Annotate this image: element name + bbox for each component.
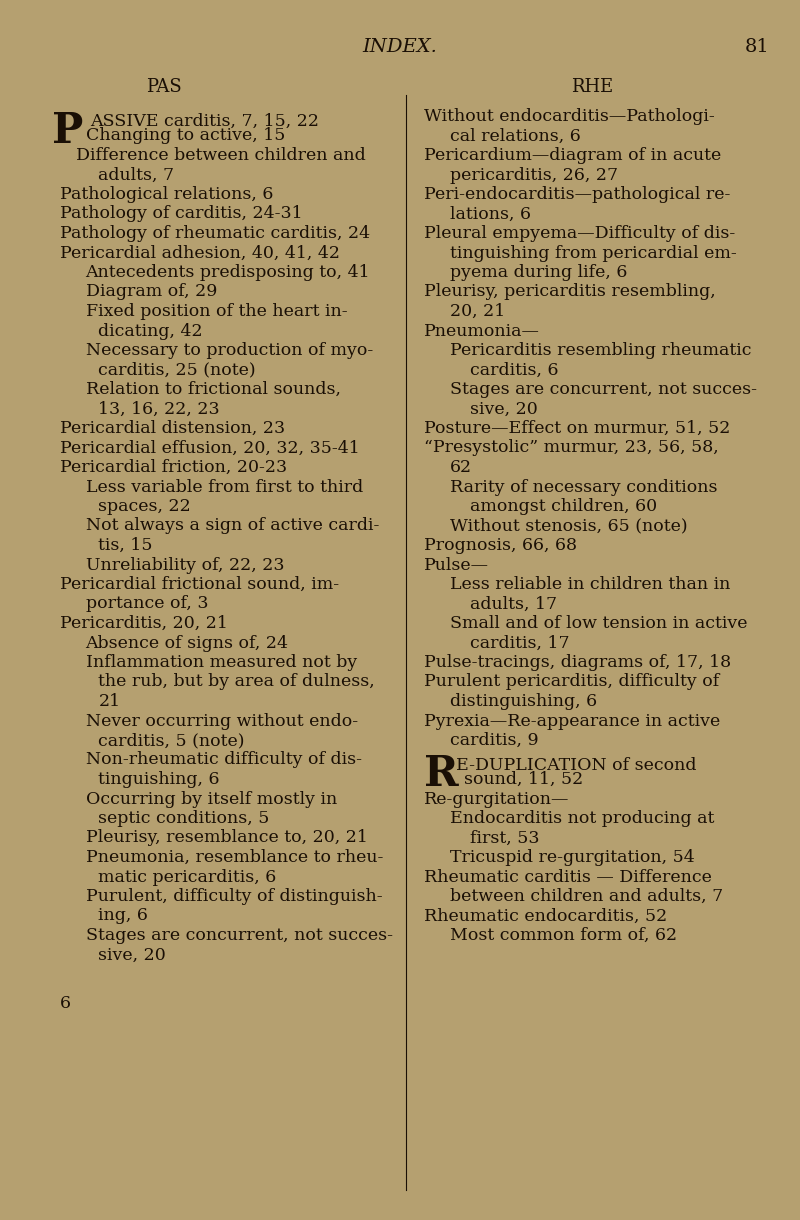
Text: 21: 21 [98, 693, 121, 710]
Text: amongst children, 60: amongst children, 60 [470, 498, 658, 515]
Text: Diagram of, 29: Diagram of, 29 [86, 283, 217, 300]
Text: tinguishing from pericardial em-: tinguishing from pericardial em- [450, 244, 736, 261]
Text: between children and adults, 7: between children and adults, 7 [450, 888, 723, 905]
Text: carditis, 17: carditis, 17 [470, 634, 570, 651]
Text: sound, 11, 52: sound, 11, 52 [464, 771, 583, 788]
Text: Pleural empyema—Difficulty of dis-: Pleural empyema—Difficulty of dis- [424, 224, 735, 242]
Text: Less variable from first to third: Less variable from first to third [86, 478, 363, 495]
Text: septic conditions, 5: septic conditions, 5 [98, 810, 270, 827]
Text: E-DUPLICATION of second: E-DUPLICATION of second [456, 756, 697, 773]
Text: carditis, 6: carditis, 6 [470, 361, 559, 378]
Text: 6: 6 [60, 996, 71, 1013]
Text: matic pericarditis, 6: matic pericarditis, 6 [98, 869, 277, 886]
Text: Small and of low tension in active: Small and of low tension in active [450, 615, 747, 632]
Text: Stages are concurrent, not succes-: Stages are concurrent, not succes- [450, 381, 757, 398]
Text: Necessary to production of myo-: Necessary to production of myo- [86, 342, 373, 359]
Text: Antecedents predisposing to, 41: Antecedents predisposing to, 41 [86, 264, 370, 281]
Text: Pulse-tracings, diagrams of, 17, 18: Pulse-tracings, diagrams of, 17, 18 [424, 654, 731, 671]
Text: adults, 7: adults, 7 [98, 166, 174, 183]
Text: 20, 21: 20, 21 [450, 303, 505, 320]
Text: Pericardial friction, 20-23: Pericardial friction, 20-23 [60, 459, 287, 476]
Text: Less reliable in children than in: Less reliable in children than in [450, 576, 730, 593]
Text: Tricuspid re-gurgitation, 54: Tricuspid re-gurgitation, 54 [450, 849, 694, 866]
Text: P: P [52, 110, 83, 152]
Text: sive, 20: sive, 20 [470, 400, 538, 417]
Text: Pyrexia—Re-appearance in active: Pyrexia—Re-appearance in active [424, 712, 720, 730]
Text: carditis, 25 (note): carditis, 25 (note) [98, 361, 256, 378]
Text: Stages are concurrent, not succes-: Stages are concurrent, not succes- [86, 927, 393, 944]
Text: Unreliability of, 22, 23: Unreliability of, 22, 23 [86, 556, 284, 573]
Text: Changing to active, 15: Changing to active, 15 [86, 128, 285, 144]
Text: Pleurisy, resemblance to, 20, 21: Pleurisy, resemblance to, 20, 21 [86, 830, 367, 847]
Text: Without endocarditis—Pathologi-: Without endocarditis—Pathologi- [424, 109, 714, 124]
Text: portance of, 3: portance of, 3 [86, 595, 208, 612]
Text: tis, 15: tis, 15 [98, 537, 153, 554]
Text: spaces, 22: spaces, 22 [98, 498, 191, 515]
Text: lations, 6: lations, 6 [450, 205, 530, 222]
Text: Pneumonia—: Pneumonia— [424, 322, 540, 339]
Text: 62: 62 [450, 459, 472, 476]
Text: Inflammation measured not by: Inflammation measured not by [86, 654, 357, 671]
Text: Posture—Effect on murmur, 51, 52: Posture—Effect on murmur, 51, 52 [424, 420, 730, 437]
Text: Pleurisy, pericarditis resembling,: Pleurisy, pericarditis resembling, [424, 283, 716, 300]
Text: ing, 6: ing, 6 [98, 908, 148, 925]
Text: tinguishing, 6: tinguishing, 6 [98, 771, 220, 788]
Text: Non-rheumatic difficulty of dis-: Non-rheumatic difficulty of dis- [86, 752, 362, 769]
Text: Not always a sign of active cardi-: Not always a sign of active cardi- [86, 517, 379, 534]
Text: Pericarditis resembling rheumatic: Pericarditis resembling rheumatic [450, 342, 751, 359]
Text: Pericardial adhesion, 40, 41, 42: Pericardial adhesion, 40, 41, 42 [60, 244, 340, 261]
Text: pyema during life, 6: pyema during life, 6 [450, 264, 627, 281]
Text: RHE: RHE [571, 78, 613, 96]
Text: Relation to frictional sounds,: Relation to frictional sounds, [86, 381, 341, 398]
Text: Without stenosis, 65 (note): Without stenosis, 65 (note) [450, 517, 687, 534]
Text: 81: 81 [746, 38, 770, 56]
Text: Occurring by itself mostly in: Occurring by itself mostly in [86, 791, 337, 808]
Text: cal relations, 6: cal relations, 6 [450, 128, 580, 144]
Text: Difference between children and: Difference between children and [76, 146, 366, 163]
Text: Never occurring without endo-: Never occurring without endo- [86, 712, 358, 730]
Text: Most common form of, 62: Most common form of, 62 [450, 927, 677, 944]
Text: distinguishing, 6: distinguishing, 6 [450, 693, 597, 710]
Text: Pericardial frictional sound, im-: Pericardial frictional sound, im- [60, 576, 339, 593]
Text: Endocarditis not producing at: Endocarditis not producing at [450, 810, 714, 827]
Text: Rheumatic endocarditis, 52: Rheumatic endocarditis, 52 [424, 908, 667, 925]
Text: the rub, but by area of dulness,: the rub, but by area of dulness, [98, 673, 375, 691]
Text: Pericardium—diagram of in acute: Pericardium—diagram of in acute [424, 146, 722, 163]
Text: INDEX.: INDEX. [362, 38, 438, 56]
Text: R: R [424, 754, 458, 795]
Text: carditis, 5 (note): carditis, 5 (note) [98, 732, 245, 749]
Text: 13, 16, 22, 23: 13, 16, 22, 23 [98, 400, 220, 417]
Text: Rheumatic carditis — Difference: Rheumatic carditis — Difference [424, 869, 712, 886]
Text: ASSIVE carditis, 7, 15, 22: ASSIVE carditis, 7, 15, 22 [90, 113, 319, 131]
Text: Purulent pericarditis, difficulty of: Purulent pericarditis, difficulty of [424, 673, 719, 691]
Text: first, 53: first, 53 [470, 830, 540, 847]
Text: “Presystolic” murmur, 23, 56, 58,: “Presystolic” murmur, 23, 56, 58, [424, 439, 718, 456]
Text: PAS: PAS [146, 78, 182, 96]
Text: Pathology of rheumatic carditis, 24: Pathology of rheumatic carditis, 24 [60, 224, 370, 242]
Text: Pulse—: Pulse— [424, 556, 489, 573]
Text: dicating, 42: dicating, 42 [98, 322, 203, 339]
Text: Peri-endocarditis—pathological re-: Peri-endocarditis—pathological re- [424, 185, 730, 203]
Text: sive, 20: sive, 20 [98, 947, 166, 964]
Text: Re-gurgitation—: Re-gurgitation— [424, 791, 570, 808]
Text: pericarditis, 26, 27: pericarditis, 26, 27 [450, 166, 618, 183]
Text: Fixed position of the heart in-: Fixed position of the heart in- [86, 303, 347, 320]
Text: carditis, 9: carditis, 9 [450, 732, 538, 749]
Text: Prognosis, 66, 68: Prognosis, 66, 68 [424, 537, 577, 554]
Text: adults, 17: adults, 17 [470, 595, 558, 612]
Text: Pericarditis, 20, 21: Pericarditis, 20, 21 [60, 615, 228, 632]
Text: Absence of signs of, 24: Absence of signs of, 24 [86, 634, 289, 651]
Text: Pericardial effusion, 20, 32, 35-41: Pericardial effusion, 20, 32, 35-41 [60, 439, 360, 456]
Text: Pneumonia, resemblance to rheu-: Pneumonia, resemblance to rheu- [86, 849, 383, 866]
Text: Rarity of necessary conditions: Rarity of necessary conditions [450, 478, 717, 495]
Text: Pericardial distension, 23: Pericardial distension, 23 [60, 420, 285, 437]
Text: Pathology of carditis, 24-31: Pathology of carditis, 24-31 [60, 205, 302, 222]
Text: Pathological relations, 6: Pathological relations, 6 [60, 185, 274, 203]
Text: Purulent, difficulty of distinguish-: Purulent, difficulty of distinguish- [86, 888, 382, 905]
